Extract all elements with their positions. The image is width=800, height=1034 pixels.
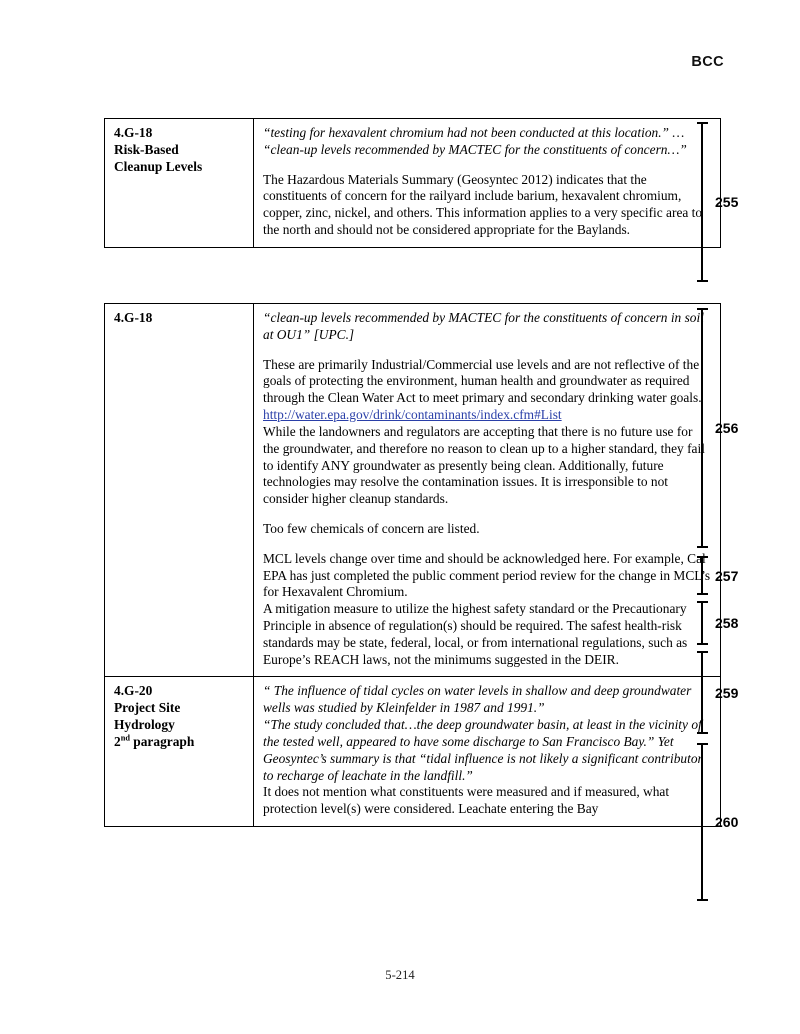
row-reference-cell: 4.G-20 Project Site Hydrology 2nd paragr… (104, 676, 254, 827)
comment-paragraph: Too few chemicals of concern are listed. (263, 520, 480, 536)
reference-line: Risk-Based (114, 141, 179, 157)
epa-contaminants-link[interactable]: http://water.epa.gov/drink/contaminants/… (263, 407, 562, 423)
row-comment-cell: “ The influence of tidal cycles on water… (253, 676, 721, 827)
reference-line: 4.G-18 (114, 310, 153, 325)
comment-paragraph: While the landowners and regulators are … (263, 423, 705, 507)
comment-table-two: 4.G-18 “clean-up levels recommended by M… (104, 302, 721, 827)
comment-paragraph: These are primarily Industrial/Commercia… (263, 356, 702, 406)
reference-line: Cleanup Levels (114, 158, 203, 174)
page-number-footer: 5-214 (385, 968, 415, 982)
reference-line: Hydrology (114, 717, 175, 733)
table-row: 4.G-18 “clean-up levels recommended by M… (104, 302, 721, 678)
reference-line: 4.G-18 (114, 125, 153, 140)
table-row: 4.G-18 Risk-Based Cleanup Levels “testin… (104, 118, 721, 248)
row-comment-cell: “testing for hexavalent chromium had not… (253, 118, 721, 248)
comment-paragraph: “clean-up levels recommended by MACTEC f… (263, 310, 704, 342)
reference-line: 4.G-20 (114, 683, 153, 699)
external-link-paragraph: http://water.epa.gov/drink/contaminants/… (263, 407, 711, 424)
paragraph-spacer (263, 538, 711, 551)
page-header-label: BCC (691, 54, 724, 70)
paragraph-spacer (263, 508, 711, 521)
bracket-cap-bottom (697, 898, 708, 901)
comment-paragraph: “testing for hexavalent chromium had not… (263, 125, 687, 157)
comment-paragraph: “ The influence of tidal cycles on water… (263, 683, 692, 716)
row-comment-cell: “clean-up levels recommended by MACTEC f… (253, 302, 721, 678)
reference-line: Project Site (114, 700, 181, 716)
bracket-cap-bottom (697, 279, 708, 282)
comment-paragraph: MCL levels change over time and should b… (263, 550, 711, 600)
comment-paragraph: “The study concluded that…the deep groun… (263, 717, 703, 783)
paragraph-spacer (263, 344, 711, 357)
table-row: 4.G-20 Project Site Hydrology 2nd paragr… (104, 676, 721, 827)
paragraph-spacer (263, 159, 711, 172)
row-reference-cell: 4.G-18 Risk-Based Cleanup Levels (104, 118, 254, 248)
comment-paragraph: A mitigation measure to utilize the high… (263, 601, 688, 667)
comment-table-one: 4.G-18 Risk-Based Cleanup Levels “testin… (104, 118, 721, 248)
comment-paragraph: The Hazardous Materials Summary (Geosynt… (263, 171, 703, 238)
comment-paragraph: It does not mention what constituents we… (263, 784, 670, 817)
row-reference-cell: 4.G-18 (104, 302, 254, 678)
reference-line-ordinal: 2nd paragraph (114, 733, 195, 749)
